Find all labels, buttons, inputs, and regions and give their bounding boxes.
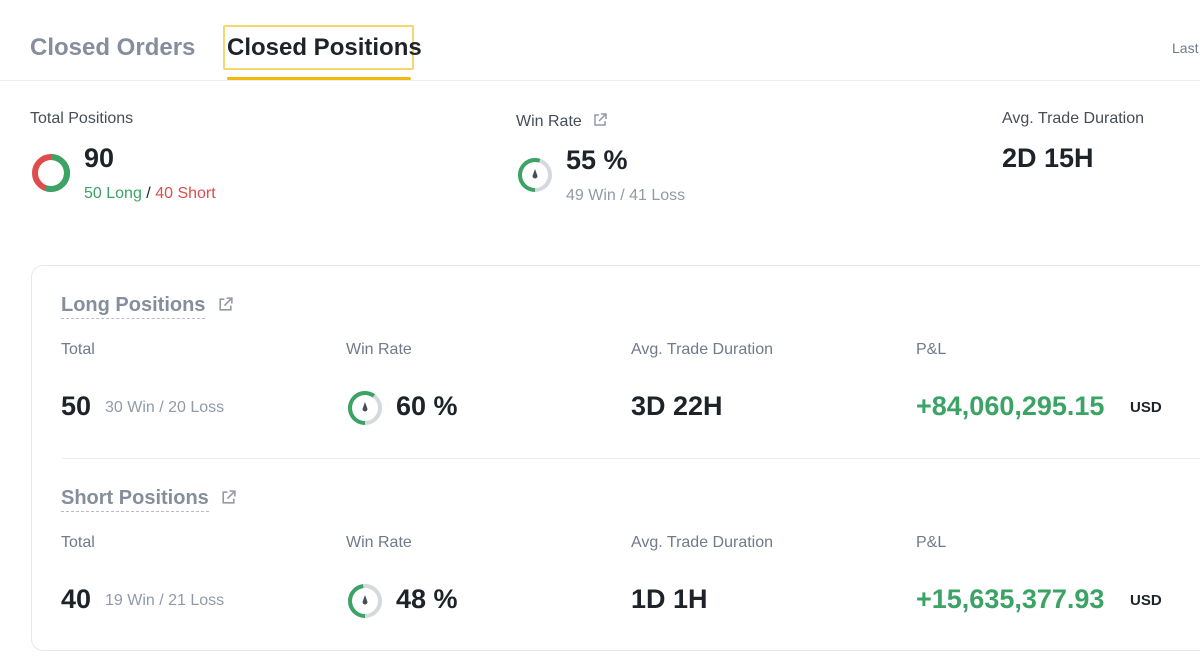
short-positions-title[interactable]: Short Positions	[61, 487, 237, 512]
long-duration-label: Avg. Trade Duration	[631, 341, 774, 358]
long-win-rate-label: Win Rate	[346, 341, 412, 358]
long-win-loss: 30 Win / 20 Loss	[105, 399, 225, 416]
short-duration-label: Avg. Trade Duration	[631, 534, 774, 551]
short-pnl-value: +15,635,377.93	[916, 584, 1105, 614]
time-range-selector[interactable]: Last	[1172, 40, 1199, 56]
positions-breakdown-panel: Long Positions Total Win Rate Avg. Trade…	[31, 265, 1200, 651]
total-positions-label: Total Positions	[30, 110, 134, 127]
tab-focus-ring	[223, 25, 414, 70]
tab-closed-orders[interactable]: Closed Orders	[30, 34, 196, 61]
gauge-icon	[348, 391, 382, 425]
long-duration-value: 3D 22H	[631, 391, 723, 421]
long-positions-title[interactable]: Long Positions	[61, 294, 234, 319]
short-pnl-unit: USD	[1130, 592, 1162, 609]
short-duration-value: 1D 1H	[631, 584, 708, 614]
short-count: 40 Short	[155, 185, 216, 202]
short-win-loss: 19 Win / 21 Loss	[105, 592, 225, 609]
gauge-icon	[348, 584, 382, 618]
long-count: 50 Long	[84, 185, 142, 202]
short-win-rate-value: 48 %	[396, 584, 458, 614]
avg-duration-label: Avg. Trade Duration	[1002, 110, 1145, 127]
total-positions-value: 90	[84, 143, 115, 173]
tab-closed-positions[interactable]: Closed Positions	[227, 34, 422, 61]
avg-duration-value: 2D 15H	[1002, 143, 1094, 173]
long-pnl-value: +84,060,295.15	[916, 391, 1105, 421]
gauge-icon	[518, 158, 552, 192]
long-total-value: 50	[61, 391, 92, 421]
long-positions-title-text[interactable]: Long Positions	[61, 294, 206, 319]
tab-bar: Closed Orders Closed Positions Last	[0, 0, 1200, 81]
long-total-label: Total	[61, 341, 95, 358]
long-short-breakdown: 50 Long / 40 Short	[84, 185, 216, 203]
short-win-rate-label: Win Rate	[346, 534, 412, 551]
external-link-icon[interactable]	[592, 112, 608, 128]
active-tab-indicator	[227, 77, 411, 80]
win-rate-label-text: Win Rate	[516, 113, 582, 130]
win-loss-count: 49 Win / 41 Loss	[566, 187, 686, 204]
short-total-value: 40	[61, 584, 92, 614]
short-total-label: Total	[61, 534, 95, 551]
long-win-rate-value: 60 %	[396, 391, 458, 421]
breakdown-separator: /	[146, 185, 151, 202]
external-link-icon[interactable]	[217, 296, 234, 313]
win-rate-value: 55 %	[566, 145, 628, 175]
donut-chart-icon	[32, 154, 70, 192]
external-link-icon[interactable]	[220, 489, 237, 506]
long-pnl-label: P&L	[916, 341, 947, 358]
short-pnl-label: P&L	[916, 534, 947, 551]
win-rate-label: Win Rate	[516, 112, 608, 131]
section-divider	[62, 458, 1200, 459]
short-positions-title-text[interactable]: Short Positions	[61, 487, 209, 512]
long-pnl-unit: USD	[1130, 399, 1162, 416]
